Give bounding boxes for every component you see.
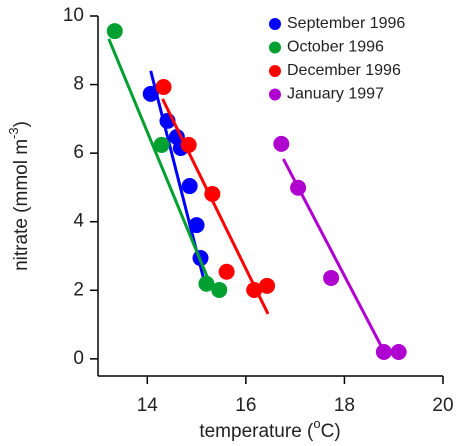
legend-marker <box>269 41 281 54</box>
legend-label: January 1997 <box>287 86 384 103</box>
y-tick-label: 2 <box>73 279 84 300</box>
x-tick-label: 20 <box>432 395 453 416</box>
point <box>246 281 263 298</box>
x-tick-label: 16 <box>235 395 256 416</box>
point <box>390 344 407 360</box>
axis-label-part: C) <box>321 421 341 442</box>
point <box>142 85 159 102</box>
axis-label-part: ) <box>11 121 32 127</box>
legend-label: September 1996 <box>287 15 405 32</box>
axis-label-part: nitrate (mmol m <box>11 139 32 271</box>
axis-label-part: -3 <box>6 127 21 139</box>
y-tick-label: 0 <box>73 348 84 369</box>
point <box>204 185 221 202</box>
y-tick-label: 8 <box>73 74 84 95</box>
legend-label: December 1996 <box>287 62 401 79</box>
point <box>106 23 123 40</box>
point <box>155 78 172 95</box>
legend-label: October 1996 <box>287 39 384 56</box>
axis-label-part: temperature ( <box>199 421 314 442</box>
point <box>211 281 228 298</box>
legend-marker <box>269 88 281 101</box>
x-tick-label: 18 <box>334 395 355 416</box>
legend: September 1996 October 1996 December 1996 J… <box>269 15 405 103</box>
point <box>375 344 392 360</box>
legend-marker <box>269 65 281 77</box>
legend-marker <box>269 18 281 30</box>
point <box>180 136 197 153</box>
axis-label-part: o <box>313 416 320 431</box>
point <box>153 136 170 153</box>
y-axis-label: nitrate (mmol m-3) <box>6 121 32 271</box>
point <box>273 135 290 152</box>
point <box>198 275 215 292</box>
y-tick-label: 4 <box>73 211 84 232</box>
x-tick-label: 14 <box>137 395 159 416</box>
point <box>290 179 307 196</box>
x-axis-label: temperature (oC) <box>199 416 340 442</box>
point <box>188 217 205 234</box>
point <box>218 263 235 280</box>
point <box>259 277 276 294</box>
y-tick-label: 6 <box>73 142 84 163</box>
point <box>181 178 198 195</box>
fit-line <box>161 98 270 315</box>
point <box>323 269 340 286</box>
y-tick-label: 10 <box>63 5 84 26</box>
fit-line <box>107 38 213 288</box>
